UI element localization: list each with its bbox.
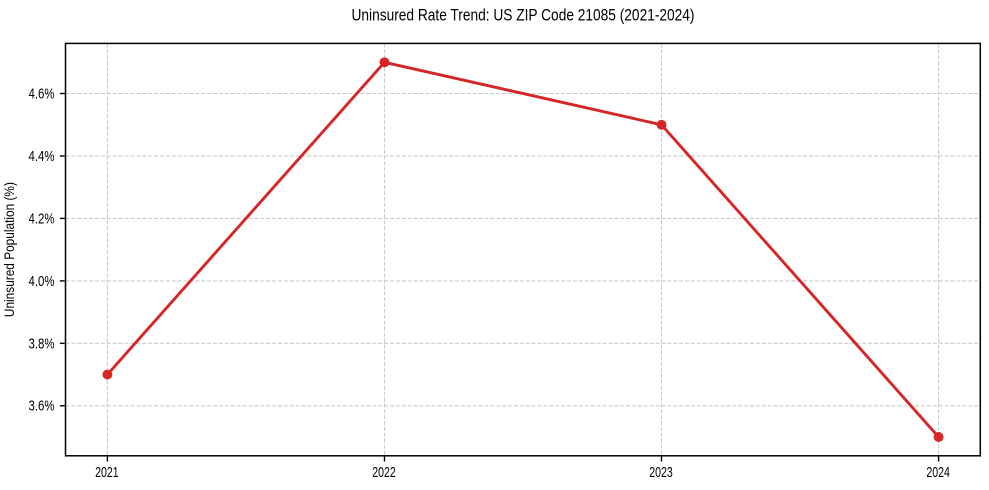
svg-text:Uninsured Population (%): Uninsured Population (%) bbox=[1, 182, 17, 317]
svg-text:4.4%: 4.4% bbox=[29, 149, 55, 165]
svg-text:4.0%: 4.0% bbox=[29, 274, 55, 290]
svg-text:2021: 2021 bbox=[95, 465, 119, 481]
svg-text:2023: 2023 bbox=[649, 465, 673, 481]
svg-text:3.6%: 3.6% bbox=[29, 399, 55, 415]
svg-text:3.8%: 3.8% bbox=[29, 336, 55, 352]
svg-text:Uninsured Rate Trend: US ZIP C: Uninsured Rate Trend: US ZIP Code 21085 … bbox=[352, 6, 695, 25]
svg-text:4.6%: 4.6% bbox=[29, 86, 55, 102]
svg-text:2022: 2022 bbox=[372, 465, 396, 481]
svg-text:2024: 2024 bbox=[926, 465, 950, 481]
svg-text:4.2%: 4.2% bbox=[29, 211, 55, 227]
